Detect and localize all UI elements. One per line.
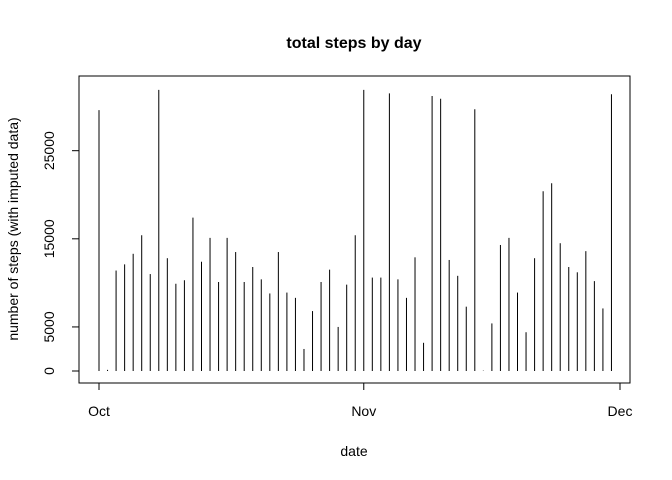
y-tick-label: 0 xyxy=(41,367,57,375)
x-axis-label: date xyxy=(340,443,367,459)
chart-title: total steps by day xyxy=(286,35,421,52)
y-tick-label: 25000 xyxy=(41,131,57,170)
x-tick-label: Dec xyxy=(608,403,633,419)
y-axis: 0 5000 15000 25000 xyxy=(41,131,80,375)
y-axis-label: number of steps (with imputed data) xyxy=(5,117,21,340)
x-axis: Oct Nov Dec xyxy=(88,382,633,419)
x-tick-label: Oct xyxy=(88,403,110,419)
x-tick-label: Nov xyxy=(351,403,376,419)
plot-frame xyxy=(78,75,631,384)
y-tick-label: 15000 xyxy=(41,219,57,258)
data-bars xyxy=(98,89,612,371)
y-tick-label: 5000 xyxy=(41,311,57,342)
